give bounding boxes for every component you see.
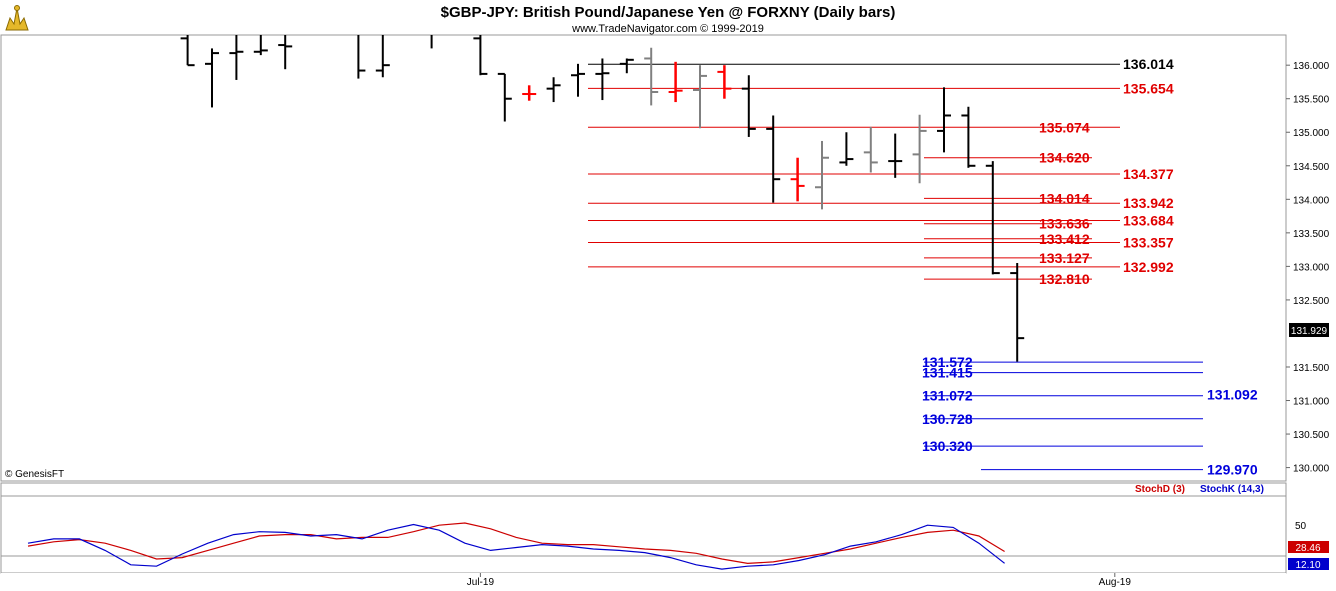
level-label: 135.074	[1039, 119, 1090, 135]
price-bar	[790, 157, 805, 202]
price-bars	[180, 35, 1025, 362]
price-tick-label: 135.500	[1293, 95, 1330, 106]
level-label: 131.072	[922, 388, 973, 404]
level-label: 134.377	[1123, 166, 1174, 182]
price-tick-label: 134.000	[1293, 195, 1330, 206]
price-bar	[668, 61, 683, 103]
stoch-k-value: 12.10	[1295, 560, 1320, 571]
price-bar	[912, 114, 927, 184]
price-bar	[473, 35, 488, 76]
last-price-badge: 131.929	[1289, 323, 1329, 337]
price-bar	[693, 65, 707, 129]
price-bar	[961, 106, 976, 168]
level-label: 129.970	[1207, 462, 1258, 478]
price-panel	[0, 34, 1287, 482]
price-bar	[839, 132, 854, 166]
level-label: 133.636	[1039, 216, 1090, 232]
price-bar	[619, 58, 634, 74]
level-label: 136.014	[1123, 56, 1174, 72]
price-bar	[253, 35, 268, 56]
price-bar	[937, 87, 951, 153]
level-label: 132.992	[1123, 259, 1174, 275]
price-bar	[229, 35, 244, 80]
price-tick-label: 134.500	[1293, 162, 1330, 173]
level-label: 133.412	[1039, 231, 1090, 247]
price-axis: 136.000 135.500 135.000 134.500 134.000 133.5…	[1286, 61, 1330, 475]
price-bar	[863, 126, 878, 173]
price-bar	[546, 77, 561, 103]
price-tick-label: 130.000	[1293, 464, 1330, 475]
logo-icon	[2, 4, 32, 32]
level-label: 133.357	[1123, 234, 1174, 250]
stoch-d-badge: 28.46	[1288, 541, 1329, 554]
level-label: 134.014	[1039, 190, 1090, 206]
price-bar	[1010, 263, 1025, 362]
stoch-d-label: StochD (3)	[1135, 484, 1185, 495]
price-bar	[766, 115, 781, 203]
date-labels: Jul-19 Aug-19	[467, 573, 1132, 588]
price-tick-label: 133.000	[1293, 262, 1330, 273]
stochastic-panel	[0, 482, 1287, 574]
level-label: 133.684	[1123, 213, 1174, 229]
date-axis	[1, 573, 1286, 590]
level-lines: 136.014 135.654 135.074 134.620 134.377 134.0…	[588, 56, 1258, 478]
price-bar	[497, 72, 512, 122]
chart-subtitle: www.TradeNavigator.com © 1999-2019	[571, 23, 764, 35]
price-bar	[595, 58, 610, 101]
level-label: 135.654	[1123, 80, 1174, 96]
level-label: 133.127	[1039, 250, 1090, 266]
last-price-label: 131.929	[1291, 326, 1328, 337]
stoch-d-value: 28.46	[1295, 543, 1320, 554]
price-bar	[278, 35, 293, 70]
stoch-k-line	[27, 523, 1005, 570]
price-bar	[522, 85, 537, 101]
level-label: 132.810	[1039, 271, 1090, 287]
price-bar	[375, 35, 390, 78]
price-bar	[644, 47, 659, 106]
level-label: 133.942	[1123, 195, 1174, 211]
stoch-level-label: 50	[1295, 521, 1307, 532]
price-tick-label: 131.500	[1293, 363, 1330, 374]
price-tick-label: 136.000	[1293, 61, 1330, 72]
price-tick-label: 130.500	[1293, 430, 1330, 441]
price-bar	[888, 133, 903, 178]
price-bar	[717, 65, 732, 99]
price-bar	[741, 75, 756, 137]
level-label: 134.620	[1039, 150, 1090, 166]
price-bar	[180, 35, 195, 67]
level-label: 131.415	[922, 365, 973, 381]
price-bar	[571, 63, 585, 97]
level-label: 130.320	[922, 438, 973, 454]
date-label: Aug-19	[1099, 577, 1132, 588]
price-bar	[205, 48, 219, 108]
price-tick-label: 132.500	[1293, 296, 1330, 307]
level-label: 131.572	[922, 354, 973, 370]
stoch-k-label: StochK (14,3)	[1200, 484, 1264, 495]
price-bar	[815, 140, 829, 210]
chart-title: $GBP-JPY: British Pound/Japanese Yen @ F…	[441, 4, 896, 21]
copyright-label: © GenesisFT	[5, 469, 64, 480]
date-label: Jul-19	[467, 577, 495, 588]
price-bar	[985, 161, 1000, 275]
level-label: 131.092	[1207, 386, 1258, 402]
price-tick-label: 135.000	[1293, 128, 1330, 139]
stoch-k-badge: 12.10	[1288, 558, 1329, 571]
level-label: 130.728	[922, 411, 973, 427]
stoch-d-line	[27, 522, 1005, 565]
price-tick-label: 133.500	[1293, 229, 1330, 240]
price-bar	[357, 35, 366, 79]
price-tick-label: 131.000	[1293, 397, 1330, 408]
